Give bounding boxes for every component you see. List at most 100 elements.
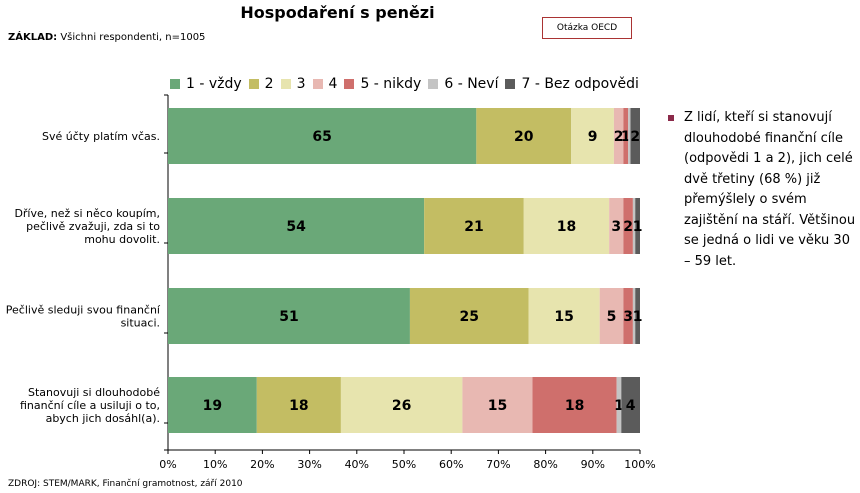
- category-label-line: finanční cíle a usiluji o to,: [20, 399, 160, 412]
- category-label: Pečlivě sleduji svou finanční situaci.: [6, 304, 161, 330]
- data-label: 2: [623, 219, 633, 235]
- bar-segment: [571, 108, 614, 164]
- data-label: 2: [630, 129, 640, 145]
- x-tick-label: 10%: [203, 458, 227, 471]
- bar-segment: [168, 377, 257, 433]
- bar-segment: [609, 198, 624, 254]
- legend-item-7: 7 - Bez odpovědi: [505, 76, 639, 92]
- basis-text: Všichni respondenti, n=1005: [60, 32, 206, 43]
- data-label: 26: [392, 398, 411, 414]
- data-label: 18: [557, 219, 576, 235]
- source-note: ZDROJ: STEM/MARK, Finanční gramotnost, z…: [8, 479, 243, 489]
- bar-segment: [256, 377, 341, 433]
- data-label: 3: [611, 219, 621, 235]
- data-label: 21: [464, 219, 483, 235]
- category-label-line: Stanovuji si dlouhodobé: [28, 386, 160, 399]
- legend-label: 7 - Bez odpovědi: [521, 76, 639, 92]
- bar-segment: [635, 198, 640, 254]
- data-label: 51: [279, 309, 298, 325]
- data-label: 1: [614, 398, 624, 414]
- legend-swatch: [312, 79, 323, 89]
- category-label-line: pečlivě zvažuji, zda si to: [26, 220, 160, 233]
- data-label: 3: [623, 309, 633, 325]
- legend-swatch: [344, 79, 355, 89]
- category-label: Své účty platím včas.: [42, 130, 160, 143]
- data-label: 2: [614, 129, 624, 145]
- bar-segment: [613, 108, 624, 164]
- category-label-line: abych jich dosáhl(a).: [46, 412, 160, 425]
- side-note-text: Z lidí, kteří si stanovují dlouhodobé fi…: [684, 110, 856, 269]
- bar-segment: [528, 288, 600, 344]
- x-tick-label: 50%: [392, 458, 416, 471]
- data-label: 25: [459, 309, 478, 325]
- legend-item-3: 3: [280, 76, 306, 92]
- bullet-icon: [668, 115, 674, 121]
- legend-item-6: 6 - Neví: [428, 76, 498, 92]
- legend-label: 6 - Neví: [444, 76, 499, 92]
- bar-segment: [340, 377, 463, 433]
- bar-segment: [168, 288, 410, 344]
- chart-title: Hospodaření s penězi: [240, 3, 435, 22]
- category-label: Dříve, než si něco koupím, pečlivě zvažuj…: [14, 207, 160, 246]
- bar-segment: [623, 288, 633, 344]
- basis-label: ZÁKLAD:: [8, 32, 58, 43]
- data-label: 5: [607, 309, 617, 325]
- bar-segment: [409, 288, 529, 344]
- bar-segment: [632, 288, 636, 344]
- legend-label: 4: [328, 76, 338, 92]
- bar-segment: [168, 198, 425, 254]
- legend-swatch: [505, 79, 516, 89]
- x-tick-label: 0%: [159, 458, 176, 471]
- bar-segment: [623, 198, 633, 254]
- bar-segment: [628, 108, 631, 164]
- legend-swatch: [170, 79, 180, 89]
- legend-label: 1 - vždy: [186, 76, 242, 92]
- x-tick-label: 30%: [297, 458, 321, 471]
- bar-segment: [630, 108, 640, 164]
- legend-item-5: 5 - nikdy: [344, 76, 421, 92]
- data-label: 18: [289, 398, 308, 414]
- legend-item-1: 1 - vždy: [170, 76, 242, 92]
- category-label-line: mohu dovolit.: [84, 233, 160, 246]
- x-tick-label: 70%: [486, 458, 510, 471]
- legend-item-2: 2: [248, 76, 274, 92]
- bar-segment: [476, 108, 572, 164]
- data-label: 4: [626, 398, 636, 414]
- bar-segment: [532, 377, 617, 433]
- x-tick-label: 40%: [345, 458, 369, 471]
- bar-segment: [621, 377, 640, 433]
- basis-note: ZÁKLAD: Všichni respondenti, n=1005: [8, 32, 205, 43]
- data-label: 1: [633, 219, 643, 235]
- oecd-question-tag: Otázka OECD: [542, 17, 632, 39]
- x-tick-label: 90%: [581, 458, 605, 471]
- bar-segment: [635, 288, 640, 344]
- legend-label: 3: [296, 76, 306, 92]
- x-tick-label: 80%: [533, 458, 557, 471]
- data-label: 20: [514, 129, 534, 145]
- data-label: 18: [565, 398, 584, 414]
- bar-segment: [523, 198, 610, 254]
- data-label: 1: [633, 309, 643, 325]
- legend-label: 5 - nikdy: [360, 76, 422, 92]
- x-tick-label: 20%: [250, 458, 274, 471]
- bar-segment: [623, 108, 629, 164]
- category-label: Stanovuji si dlouhodobé finanční cíle a u…: [20, 386, 160, 425]
- side-note: Z lidí, kteří si stanovují dlouhodobé fi…: [668, 108, 856, 272]
- bar-segment: [599, 288, 624, 344]
- x-tick-label: 100%: [624, 458, 655, 471]
- legend-item-4: 4: [312, 76, 338, 92]
- bar-segment: [462, 377, 533, 433]
- bar-segment: [616, 377, 622, 433]
- x-tick-label: 60%: [439, 458, 463, 471]
- data-label: 1: [621, 129, 631, 145]
- category-label-line: situaci.: [121, 317, 160, 330]
- data-label: 15: [554, 309, 573, 325]
- bar-segment: [632, 198, 636, 254]
- category-label-line: Pečlivě sleduji svou finanční: [6, 304, 161, 317]
- data-label: 65: [312, 129, 331, 145]
- data-label: 19: [203, 398, 222, 414]
- data-label: 9: [588, 129, 598, 145]
- category-label-line: Dříve, než si něco koupím,: [14, 207, 160, 220]
- bar-segment: [168, 108, 477, 164]
